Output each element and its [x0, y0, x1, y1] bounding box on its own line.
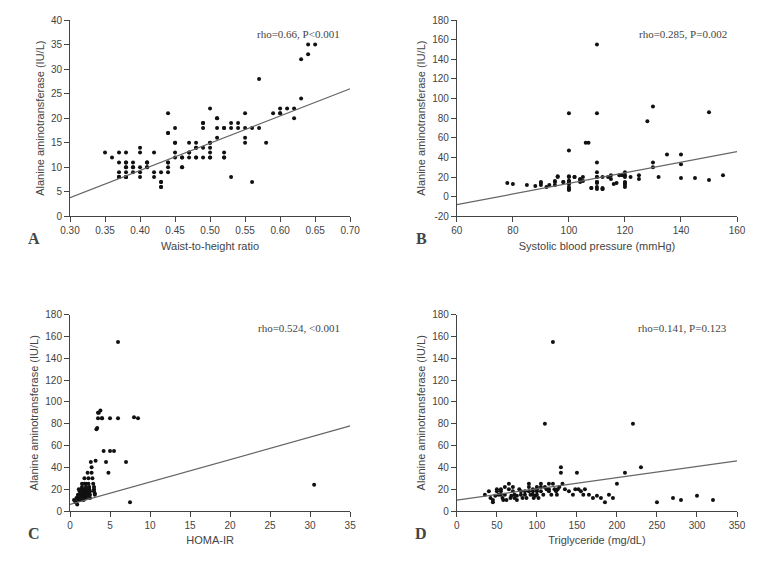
svg-text:160: 160	[432, 34, 449, 45]
svg-text:20: 20	[51, 484, 63, 495]
svg-text:rho=0.141, P=0.123: rho=0.141, P=0.123	[638, 322, 727, 334]
svg-text:0: 0	[56, 211, 62, 222]
svg-text:140: 140	[673, 225, 690, 236]
svg-text:35: 35	[345, 520, 357, 531]
svg-text:160: 160	[45, 331, 62, 342]
svg-text:Triglyceride (mg/dL): Triglyceride (mg/dL)	[548, 534, 645, 546]
svg-text:30: 30	[51, 64, 63, 75]
svg-text:80: 80	[507, 225, 519, 236]
svg-text:0.35: 0.35	[95, 225, 115, 236]
svg-text:300: 300	[689, 520, 706, 531]
svg-text:0.70: 0.70	[340, 225, 360, 236]
svg-text:180: 180	[432, 15, 449, 26]
svg-text:120: 120	[432, 73, 449, 84]
svg-text:200: 200	[609, 520, 626, 531]
svg-text:180: 180	[45, 309, 62, 320]
svg-text:5: 5	[107, 520, 113, 531]
svg-text:20: 20	[438, 484, 450, 495]
svg-text:25: 25	[51, 88, 63, 99]
svg-text:80: 80	[438, 418, 450, 429]
svg-text:Alanine aminotransferase (IU/L: Alanine aminotransferase (IU/L)	[34, 41, 46, 196]
svg-text:0.30: 0.30	[60, 225, 80, 236]
svg-text:40: 40	[51, 15, 63, 26]
svg-text:160: 160	[432, 331, 449, 342]
svg-text:20: 20	[225, 520, 237, 531]
svg-text:20: 20	[438, 172, 450, 183]
svg-text:40: 40	[438, 462, 450, 473]
svg-text:120: 120	[45, 375, 62, 386]
svg-text:60: 60	[451, 225, 463, 236]
svg-text:80: 80	[438, 113, 450, 124]
svg-text:D: D	[415, 525, 427, 542]
svg-text:150: 150	[569, 520, 586, 531]
svg-text:140: 140	[432, 353, 449, 364]
svg-text:350: 350	[729, 520, 746, 531]
svg-text:180: 180	[432, 309, 449, 320]
svg-text:rho=0.285, P=0.002: rho=0.285, P=0.002	[639, 28, 727, 40]
svg-text:100: 100	[432, 396, 449, 407]
svg-text:0: 0	[67, 520, 73, 531]
svg-text:HOMA-IR: HOMA-IR	[186, 534, 234, 546]
svg-text:-20: -20	[434, 211, 449, 222]
svg-text:Systolic blood pressure (mmHg): Systolic blood pressure (mmHg)	[519, 240, 676, 252]
svg-text:0.65: 0.65	[305, 225, 325, 236]
svg-text:0: 0	[443, 191, 449, 202]
svg-text:0: 0	[443, 506, 449, 517]
svg-text:B: B	[416, 230, 427, 247]
svg-text:35: 35	[51, 39, 63, 50]
svg-text:15: 15	[51, 137, 63, 148]
svg-text:60: 60	[51, 440, 63, 451]
svg-text:160: 160	[729, 225, 746, 236]
svg-text:25: 25	[265, 520, 277, 531]
svg-text:100: 100	[561, 225, 578, 236]
svg-text:30: 30	[305, 520, 317, 531]
svg-text:80: 80	[51, 418, 63, 429]
svg-text:140: 140	[432, 54, 449, 65]
svg-text:50: 50	[491, 520, 503, 531]
svg-text:0: 0	[56, 506, 62, 517]
svg-text:60: 60	[438, 132, 450, 143]
svg-text:100: 100	[432, 93, 449, 104]
svg-text:Alanine aminotransferase (IU/L: Alanine aminotransferase (IU/L)	[28, 335, 40, 490]
svg-text:120: 120	[432, 375, 449, 386]
svg-text:100: 100	[45, 396, 62, 407]
svg-text:0: 0	[454, 520, 460, 531]
svg-text:250: 250	[649, 520, 666, 531]
svg-text:60: 60	[438, 440, 450, 451]
svg-text:C: C	[28, 525, 40, 542]
svg-text:140: 140	[45, 353, 62, 364]
svg-text:Waist-to-height ratio: Waist-to-height ratio	[161, 240, 259, 252]
svg-text:Alanine aminotransferase (IU/L: Alanine aminotransferase (IU/L)	[415, 335, 427, 490]
svg-text:Alanine aminotransferase (IU/L: Alanine aminotransferase (IU/L)	[415, 41, 427, 196]
svg-text:20: 20	[51, 113, 63, 124]
svg-text:10: 10	[144, 520, 156, 531]
svg-text:40: 40	[51, 462, 63, 473]
svg-text:0.55: 0.55	[235, 225, 255, 236]
svg-text:0.50: 0.50	[200, 225, 220, 236]
svg-text:rho=0.524, <0.001: rho=0.524, <0.001	[258, 322, 340, 334]
svg-text:0.45: 0.45	[165, 225, 185, 236]
svg-text:40: 40	[438, 152, 450, 163]
svg-text:120: 120	[617, 225, 634, 236]
svg-text:5: 5	[56, 186, 62, 197]
svg-text:0.40: 0.40	[130, 225, 150, 236]
svg-text:10: 10	[51, 162, 63, 173]
svg-text:0.60: 0.60	[270, 225, 290, 236]
svg-text:100: 100	[529, 520, 546, 531]
svg-text:rho=0.66, P<0.001: rho=0.66, P<0.001	[257, 28, 340, 40]
svg-text:A: A	[28, 230, 40, 247]
svg-text:15: 15	[184, 520, 196, 531]
